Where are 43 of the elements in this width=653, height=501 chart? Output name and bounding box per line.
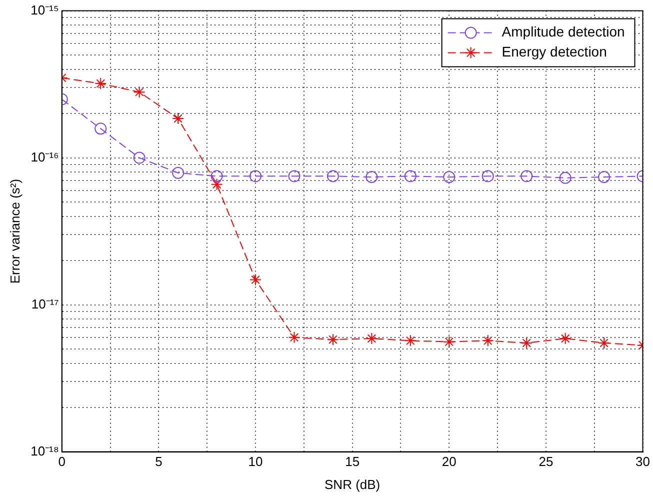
y-tick-label: 10⁻¹⁵ [30, 2, 59, 18]
point [94, 78, 107, 90]
y-tick-label: 10⁻¹⁸ [30, 443, 59, 458]
point [598, 336, 610, 349]
x-tick-label: 15 [345, 454, 360, 470]
x-tick-label: 20 [442, 454, 456, 470]
x-tick-label: 5 [155, 454, 162, 470]
point [133, 152, 146, 164]
point [210, 170, 223, 182]
point [326, 334, 339, 346]
point [520, 170, 533, 182]
point [598, 171, 610, 184]
point [559, 332, 572, 344]
point [288, 331, 300, 344]
y-tick-label: 10⁻¹⁶ [30, 149, 59, 164]
point [482, 334, 494, 347]
point [404, 170, 416, 182]
point [366, 332, 378, 344]
x-tick-label: 25 [538, 454, 554, 470]
legend-label: Energy detection [502, 44, 607, 60]
x-tick-label: 30 [636, 454, 650, 470]
point [250, 170, 262, 182]
point [366, 171, 378, 184]
point [482, 170, 494, 182]
point [443, 336, 456, 348]
point [520, 336, 533, 349]
point [94, 122, 107, 135]
point [288, 170, 300, 182]
x-tick-label: 10 [248, 454, 263, 470]
point [172, 166, 184, 179]
x-axis-title: SNR (dB) [324, 476, 380, 492]
point [404, 334, 416, 347]
point [443, 171, 456, 184]
y-tick-label: 10⁻¹⁷ [31, 296, 60, 312]
point [133, 86, 146, 98]
point [210, 178, 223, 190]
legend-label: Amplitude detection [502, 24, 625, 40]
point [172, 112, 184, 125]
point [326, 170, 339, 182]
x-tick-label: 0 [58, 454, 66, 470]
y-axis-title: Error variance (s²) [7, 178, 22, 284]
point [559, 172, 572, 184]
point [250, 274, 262, 286]
